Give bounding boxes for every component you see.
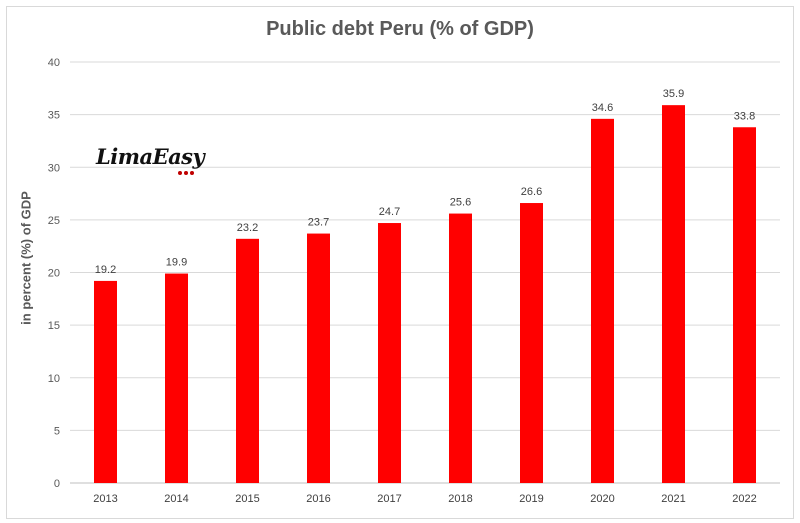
x-tick-label-2022: 2022 <box>732 493 756 505</box>
x-tick-label-2013: 2013 <box>93 493 117 505</box>
y-tick-label: 0 <box>54 478 60 490</box>
data-label-2018: 25.6 <box>450 197 471 209</box>
bar-2017 <box>378 223 401 483</box>
data-label-2020: 34.6 <box>592 102 613 114</box>
data-label-2013: 19.2 <box>95 264 116 276</box>
y-tick-label: 15 <box>48 320 60 332</box>
x-tick-label-2015: 2015 <box>235 493 259 505</box>
limaeasy-logo: LimaEasy <box>96 144 205 169</box>
x-tick-label-2021: 2021 <box>661 493 685 505</box>
logo-dots-icon <box>178 162 196 180</box>
y-tick-label: 30 <box>48 162 60 174</box>
bar-2015 <box>236 238 259 483</box>
x-tick-label-2017: 2017 <box>377 493 401 505</box>
data-label-2015: 23.2 <box>237 222 258 234</box>
logo-text: LimaEasy <box>96 144 205 169</box>
x-tick-label-2019: 2019 <box>519 493 543 505</box>
y-tick-label: 20 <box>48 268 60 280</box>
bar-2021 <box>662 105 685 483</box>
y-tick-label: 5 <box>54 425 60 437</box>
chart-title: Public debt Peru (% of GDP) <box>266 18 534 40</box>
bar-2016 <box>307 233 330 483</box>
data-label-2017: 24.7 <box>379 206 400 218</box>
bar-2014 <box>165 273 188 483</box>
data-label-2019: 26.6 <box>521 186 542 198</box>
y-tick-label: 40 <box>48 57 60 69</box>
y-tick-label: 10 <box>48 373 60 385</box>
bar-2020 <box>591 118 614 484</box>
data-label-2022: 33.8 <box>734 110 755 122</box>
bar-2018 <box>449 213 472 483</box>
x-tick-label-2018: 2018 <box>448 493 472 505</box>
bar-2022 <box>733 127 756 483</box>
data-label-2021: 35.9 <box>663 88 684 100</box>
data-label-2014: 19.9 <box>166 257 187 269</box>
x-tick-label-2020: 2020 <box>590 493 614 505</box>
x-tick-label-2014: 2014 <box>164 493 188 505</box>
bar-2019 <box>520 203 543 483</box>
bar-2013 <box>94 280 117 483</box>
x-tick-label-2016: 2016 <box>306 493 330 505</box>
y-tick-label: 25 <box>48 215 60 227</box>
data-label-2016: 23.7 <box>308 217 329 229</box>
y-tick-label: 35 <box>48 110 60 122</box>
